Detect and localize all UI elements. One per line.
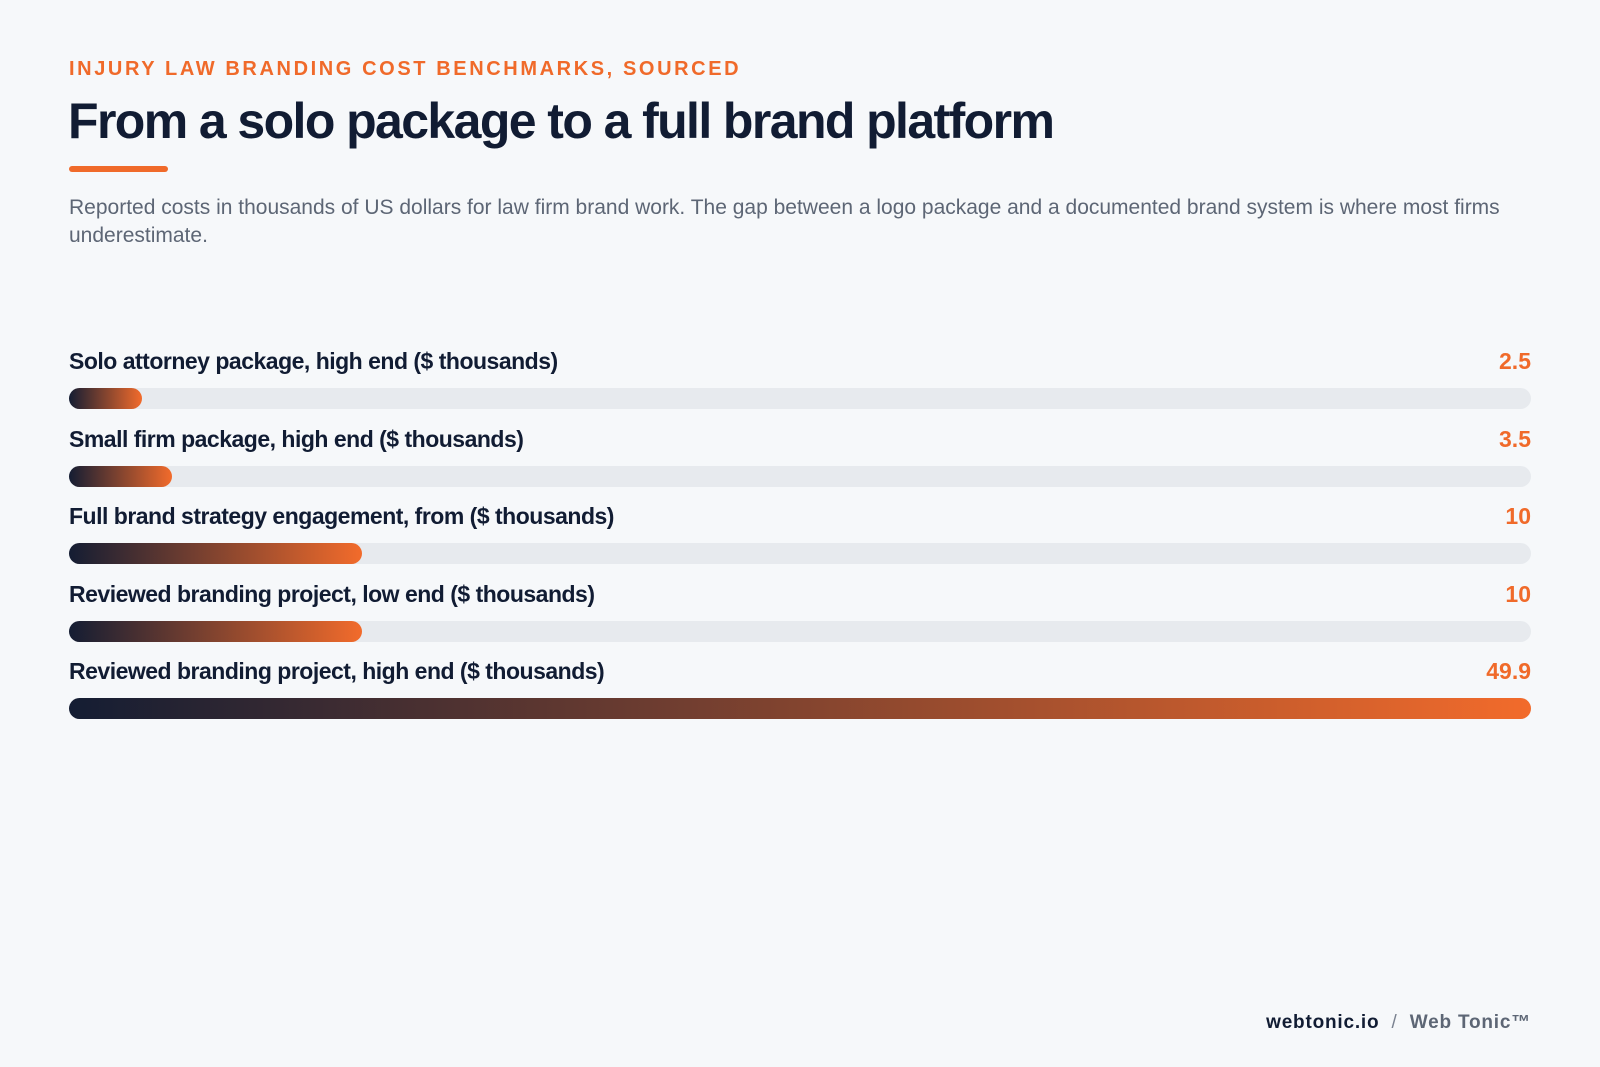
bar-value-label: 49.9 bbox=[1486, 658, 1531, 684]
bar-label: Full brand strategy engagement, from ($ … bbox=[69, 503, 614, 529]
footer-domain: webtonic.io bbox=[1266, 1012, 1380, 1033]
bar-chart: Solo attorney package, high end ($ thous… bbox=[69, 348, 1531, 736]
footer-separator: / bbox=[1391, 1012, 1398, 1033]
footer-credit: webtonic.io / Web Tonic™ bbox=[1266, 1012, 1531, 1034]
bar bbox=[69, 543, 362, 564]
bar-value-label: 3.5 bbox=[1499, 425, 1531, 452]
bar-value-label: 2.5 bbox=[1499, 348, 1531, 374]
page-title: From a solo package to a full brand plat… bbox=[68, 93, 1055, 149]
chart-subtitle: Reported costs in thousands of US dollar… bbox=[69, 196, 1500, 247]
eyebrow-label: INJURY LAW BRANDING COST BENCHMARKS, SOU… bbox=[69, 58, 742, 80]
bar-row: Reviewed branding project, low end ($ th… bbox=[69, 581, 1531, 659]
accent-rule bbox=[69, 166, 168, 172]
bar bbox=[69, 620, 362, 642]
footer-brand: Web Tonic™ bbox=[1409, 1012, 1531, 1033]
bar-track bbox=[69, 620, 1531, 642]
bar-row: Full brand strategy engagement, from ($ … bbox=[69, 503, 1531, 581]
bar bbox=[69, 698, 1531, 719]
bar-label: Small firm package, high end ($ thousand… bbox=[69, 425, 524, 452]
bar bbox=[69, 465, 172, 487]
bar-track bbox=[69, 388, 1531, 409]
bar-label: Solo attorney package, high end ($ thous… bbox=[69, 348, 558, 374]
bar bbox=[69, 388, 143, 409]
bar-label: Reviewed branding project, high end ($ t… bbox=[69, 658, 605, 684]
bar-row: Solo attorney package, high end ($ thous… bbox=[69, 348, 1531, 426]
bar-row: Reviewed branding project, high end ($ t… bbox=[69, 658, 1531, 736]
bar-track bbox=[69, 543, 1531, 564]
bar-value-label: 10 bbox=[1505, 580, 1531, 607]
bar-row: Small firm package, high end ($ thousand… bbox=[69, 426, 1531, 504]
bar-track bbox=[69, 698, 1531, 719]
bar-value-label: 10 bbox=[1505, 503, 1531, 529]
bar-label: Reviewed branding project, low end ($ th… bbox=[69, 580, 595, 607]
bar-track bbox=[69, 465, 1531, 487]
